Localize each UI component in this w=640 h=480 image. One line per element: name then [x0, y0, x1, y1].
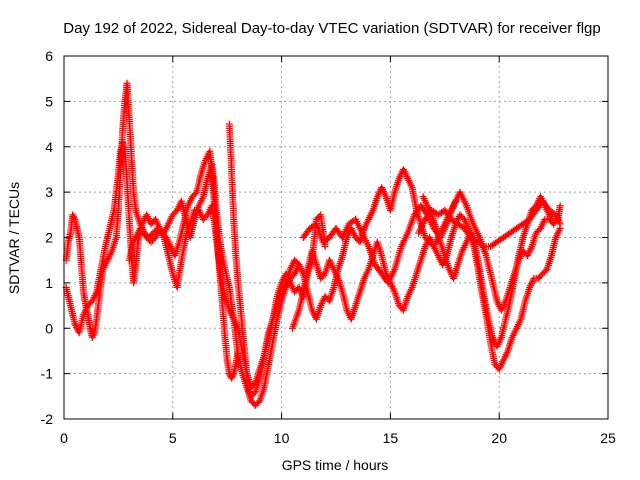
- data-point: [550, 220, 558, 228]
- x-axis-label: GPS time / hours: [282, 457, 389, 473]
- data-point: [228, 373, 236, 381]
- x-tick-label: 15: [383, 430, 399, 446]
- y-tick-label: 1: [45, 275, 53, 291]
- data-point: [556, 202, 564, 210]
- data-point: [69, 211, 77, 219]
- chart-title: Day 192 of 2022, Sidereal Day-to-day VTE…: [63, 20, 600, 37]
- y-tick-label: 4: [45, 139, 53, 155]
- axis-ticks: [63, 55, 609, 420]
- y-tick-label: 2: [45, 230, 53, 246]
- data-point: [70, 214, 78, 222]
- x-tick-label: 25: [600, 430, 616, 446]
- data-point: [245, 388, 253, 396]
- y-tick-label: -2: [41, 411, 54, 427]
- y-tick-label: 3: [45, 184, 53, 200]
- y-tick-labels: -2 -1 0 1 2 3 4 5 6: [41, 48, 54, 427]
- data-point: [89, 332, 97, 340]
- y-tick-label: 6: [45, 48, 53, 64]
- data-point: [228, 374, 236, 382]
- x-tick-label: 0: [60, 430, 68, 446]
- data-point: [90, 330, 98, 338]
- data-point: [69, 212, 77, 220]
- data-point: [229, 371, 237, 379]
- x-tick-label: 10: [274, 430, 290, 446]
- series-track-8: [419, 193, 558, 350]
- x-tick-label: 20: [491, 430, 507, 446]
- data-point: [88, 333, 96, 341]
- x-tick-label: 5: [169, 430, 177, 446]
- y-tick-label: -1: [41, 366, 54, 382]
- data-point: [478, 241, 486, 249]
- x-tick-labels: 0 5 10 15 20 25: [60, 430, 616, 446]
- data-point: [191, 190, 199, 198]
- series-track-2: [62, 138, 303, 409]
- y-axis-label: SDTVAR / TECUs: [6, 182, 22, 294]
- data-points: [62, 79, 564, 409]
- y-tick-label: 5: [45, 93, 53, 109]
- data-point: [556, 220, 564, 228]
- y-tick-label: 0: [45, 320, 53, 336]
